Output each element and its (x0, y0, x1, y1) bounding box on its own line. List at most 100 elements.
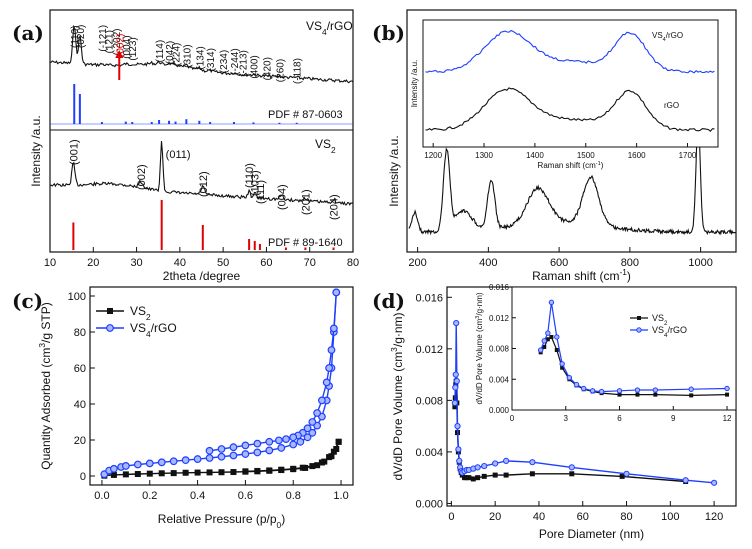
vs4-rgo-pore-point (452, 371, 459, 378)
vs2-pore-point (569, 471, 575, 477)
vs2-adsorption-point (122, 471, 129, 478)
vs4-rgo-adsorption-point (181, 456, 190, 465)
vs2-desorption-point (326, 454, 333, 461)
vs4-rgo-adsorption-point (253, 448, 262, 457)
peak-label-vs2: (201) (300, 189, 312, 215)
vs2-pore-point (492, 472, 498, 478)
inset-x-tick-label: 9 (671, 414, 676, 423)
inset-vs4-rgo-pore-point (541, 338, 547, 344)
x-tick-label: 200 (408, 257, 426, 269)
inset-vs2-pore-point (545, 337, 550, 342)
inset-raman-rgo (425, 87, 715, 132)
inset-vs4-rgo-pore-point (559, 361, 565, 367)
x-tick-label: 60 (260, 257, 272, 269)
peak-label-vs4: (-213) (239, 50, 250, 77)
vs2-pore-point (452, 404, 458, 410)
y-tick-label: 60 (74, 363, 86, 375)
inset-x-tick-label: 1500 (577, 151, 595, 160)
x-tick-label: 10 (44, 257, 56, 269)
panel-a-label: (a) (12, 21, 44, 45)
peak-label-vs4: (-118) (293, 58, 304, 84)
inset-y-tick-label: 0.004 (489, 375, 510, 384)
panel-a-frame (49, 9, 354, 253)
peak-label-vs2: (001) (68, 139, 80, 165)
vs4-rgo-desorption-point (308, 418, 317, 426)
vs4-rgo-desorption-point (241, 441, 250, 450)
vs4-rgo-pore-point (456, 457, 463, 465)
vs4-rgo-pore-point (623, 470, 630, 477)
vs2-pore-point (529, 471, 535, 477)
pdf-89-1640-label: PDF # 89-1640 (268, 237, 343, 249)
y-tick-label: 100 (68, 291, 86, 303)
vs4-rgo-adsorption-point (296, 437, 305, 446)
vs4-rgo-adsorption-point (145, 459, 154, 468)
x-tick-label: 0.6 (238, 490, 253, 502)
x-tick-label: 70 (304, 257, 316, 269)
peak-label-vs4: (110) (70, 25, 81, 48)
vs2-desorption-point (266, 467, 273, 474)
inset-raman-vs4-rgo (425, 29, 715, 74)
inset-y-tick-label: 0.012 (489, 314, 510, 323)
inset-vs4-rgo-pore-point (634, 387, 641, 393)
peak-label-vs2: (103) (250, 170, 262, 196)
inset-x-tick-label: 1700 (679, 151, 697, 160)
vs4-rgo-adsorption-point (133, 460, 142, 469)
peak-label-vs2: (111) (255, 180, 267, 204)
inset-y-tick-label: 0.016 (489, 283, 510, 292)
panel-b-inset-frame (422, 19, 719, 148)
panel-b-xlabel: Raman shift (cm-1) (532, 267, 631, 283)
vs2-desorption-point (318, 459, 325, 466)
x-tick-label: 120 (705, 511, 723, 523)
vs2-desorption-point (254, 467, 261, 474)
peak-label-vs4: (114) (155, 40, 166, 63)
vs4-rgo-pore-point (503, 457, 510, 465)
x-tick-label: 400 (479, 257, 497, 269)
vs2-adsorption-point (218, 469, 225, 476)
legend-vs2-marker (107, 308, 113, 314)
peak-label-vs4: (-244) (230, 48, 241, 75)
vs4-rgo-raman-spectrum (408, 120, 736, 236)
x-tick-label: 30 (130, 257, 142, 269)
peak-label-vs4: (-202) (112, 29, 123, 56)
peak-label-vs4: (400) (249, 55, 260, 78)
vs2-adsorption-point (158, 470, 165, 477)
legend-vs2-label: VS2 (130, 304, 151, 322)
vs4-rgo-adsorption-point (303, 433, 312, 442)
inset-x-tick-label: 0 (510, 414, 515, 423)
x-tick-label: 0.2 (142, 490, 157, 502)
vs4-rgo-adsorption-point (265, 446, 274, 455)
vs4-rgo-desorption-point (274, 436, 283, 445)
inset-legend-vs2-label: VS2 (652, 313, 668, 327)
vs2-adsorption-point (170, 470, 177, 477)
x-tick-label: 60 (577, 511, 589, 523)
peak-label-vs4: (314) (206, 48, 217, 71)
y-tick-label: 20 (74, 435, 86, 447)
vs2-adsorption-point (206, 469, 213, 476)
x-tick-label: 1.0 (333, 490, 348, 502)
vs4-rgo-adsorption-point (289, 440, 298, 449)
vs4-rgo-pore-point (451, 399, 458, 407)
legend-vs4-rgo-label: VS4/rGO (130, 321, 177, 339)
legend-vs4-rgo-marker (106, 324, 114, 332)
vs2-pore-point (475, 475, 481, 481)
vs4-rgo-desorption-point (318, 396, 326, 405)
vs2-desorption-point (290, 465, 297, 472)
vs4-rgo-desorption-point (313, 409, 322, 417)
y-tick-label: 0 (80, 471, 86, 483)
vs4-rgo-series-label: VS4/rGO (306, 19, 353, 37)
y-tick-label: 0.012 (415, 344, 443, 356)
vs4-rgo-pore-point (453, 377, 460, 385)
inset-legend-vs2-marker (637, 316, 641, 320)
vs4-rgo-pore-point (453, 319, 460, 327)
inset-vs4-rgo-pore-point (548, 299, 555, 306)
vs4-rgo-adsorption-point (157, 458, 166, 467)
y-tick-label: 0.016 (415, 292, 443, 304)
inset-vs4-rgo-pore-point (554, 334, 560, 340)
inset-x-tick-label: 1600 (628, 151, 646, 160)
y-tick-label: 0.004 (415, 447, 443, 459)
vs4-rgo-desorption-point (329, 324, 338, 333)
y-tick-label: 80 (74, 327, 86, 339)
inset-x-tick-label: 3 (564, 414, 569, 423)
peak-label-vs2: (002) (136, 164, 148, 190)
vs2-desorption-point (299, 464, 306, 471)
